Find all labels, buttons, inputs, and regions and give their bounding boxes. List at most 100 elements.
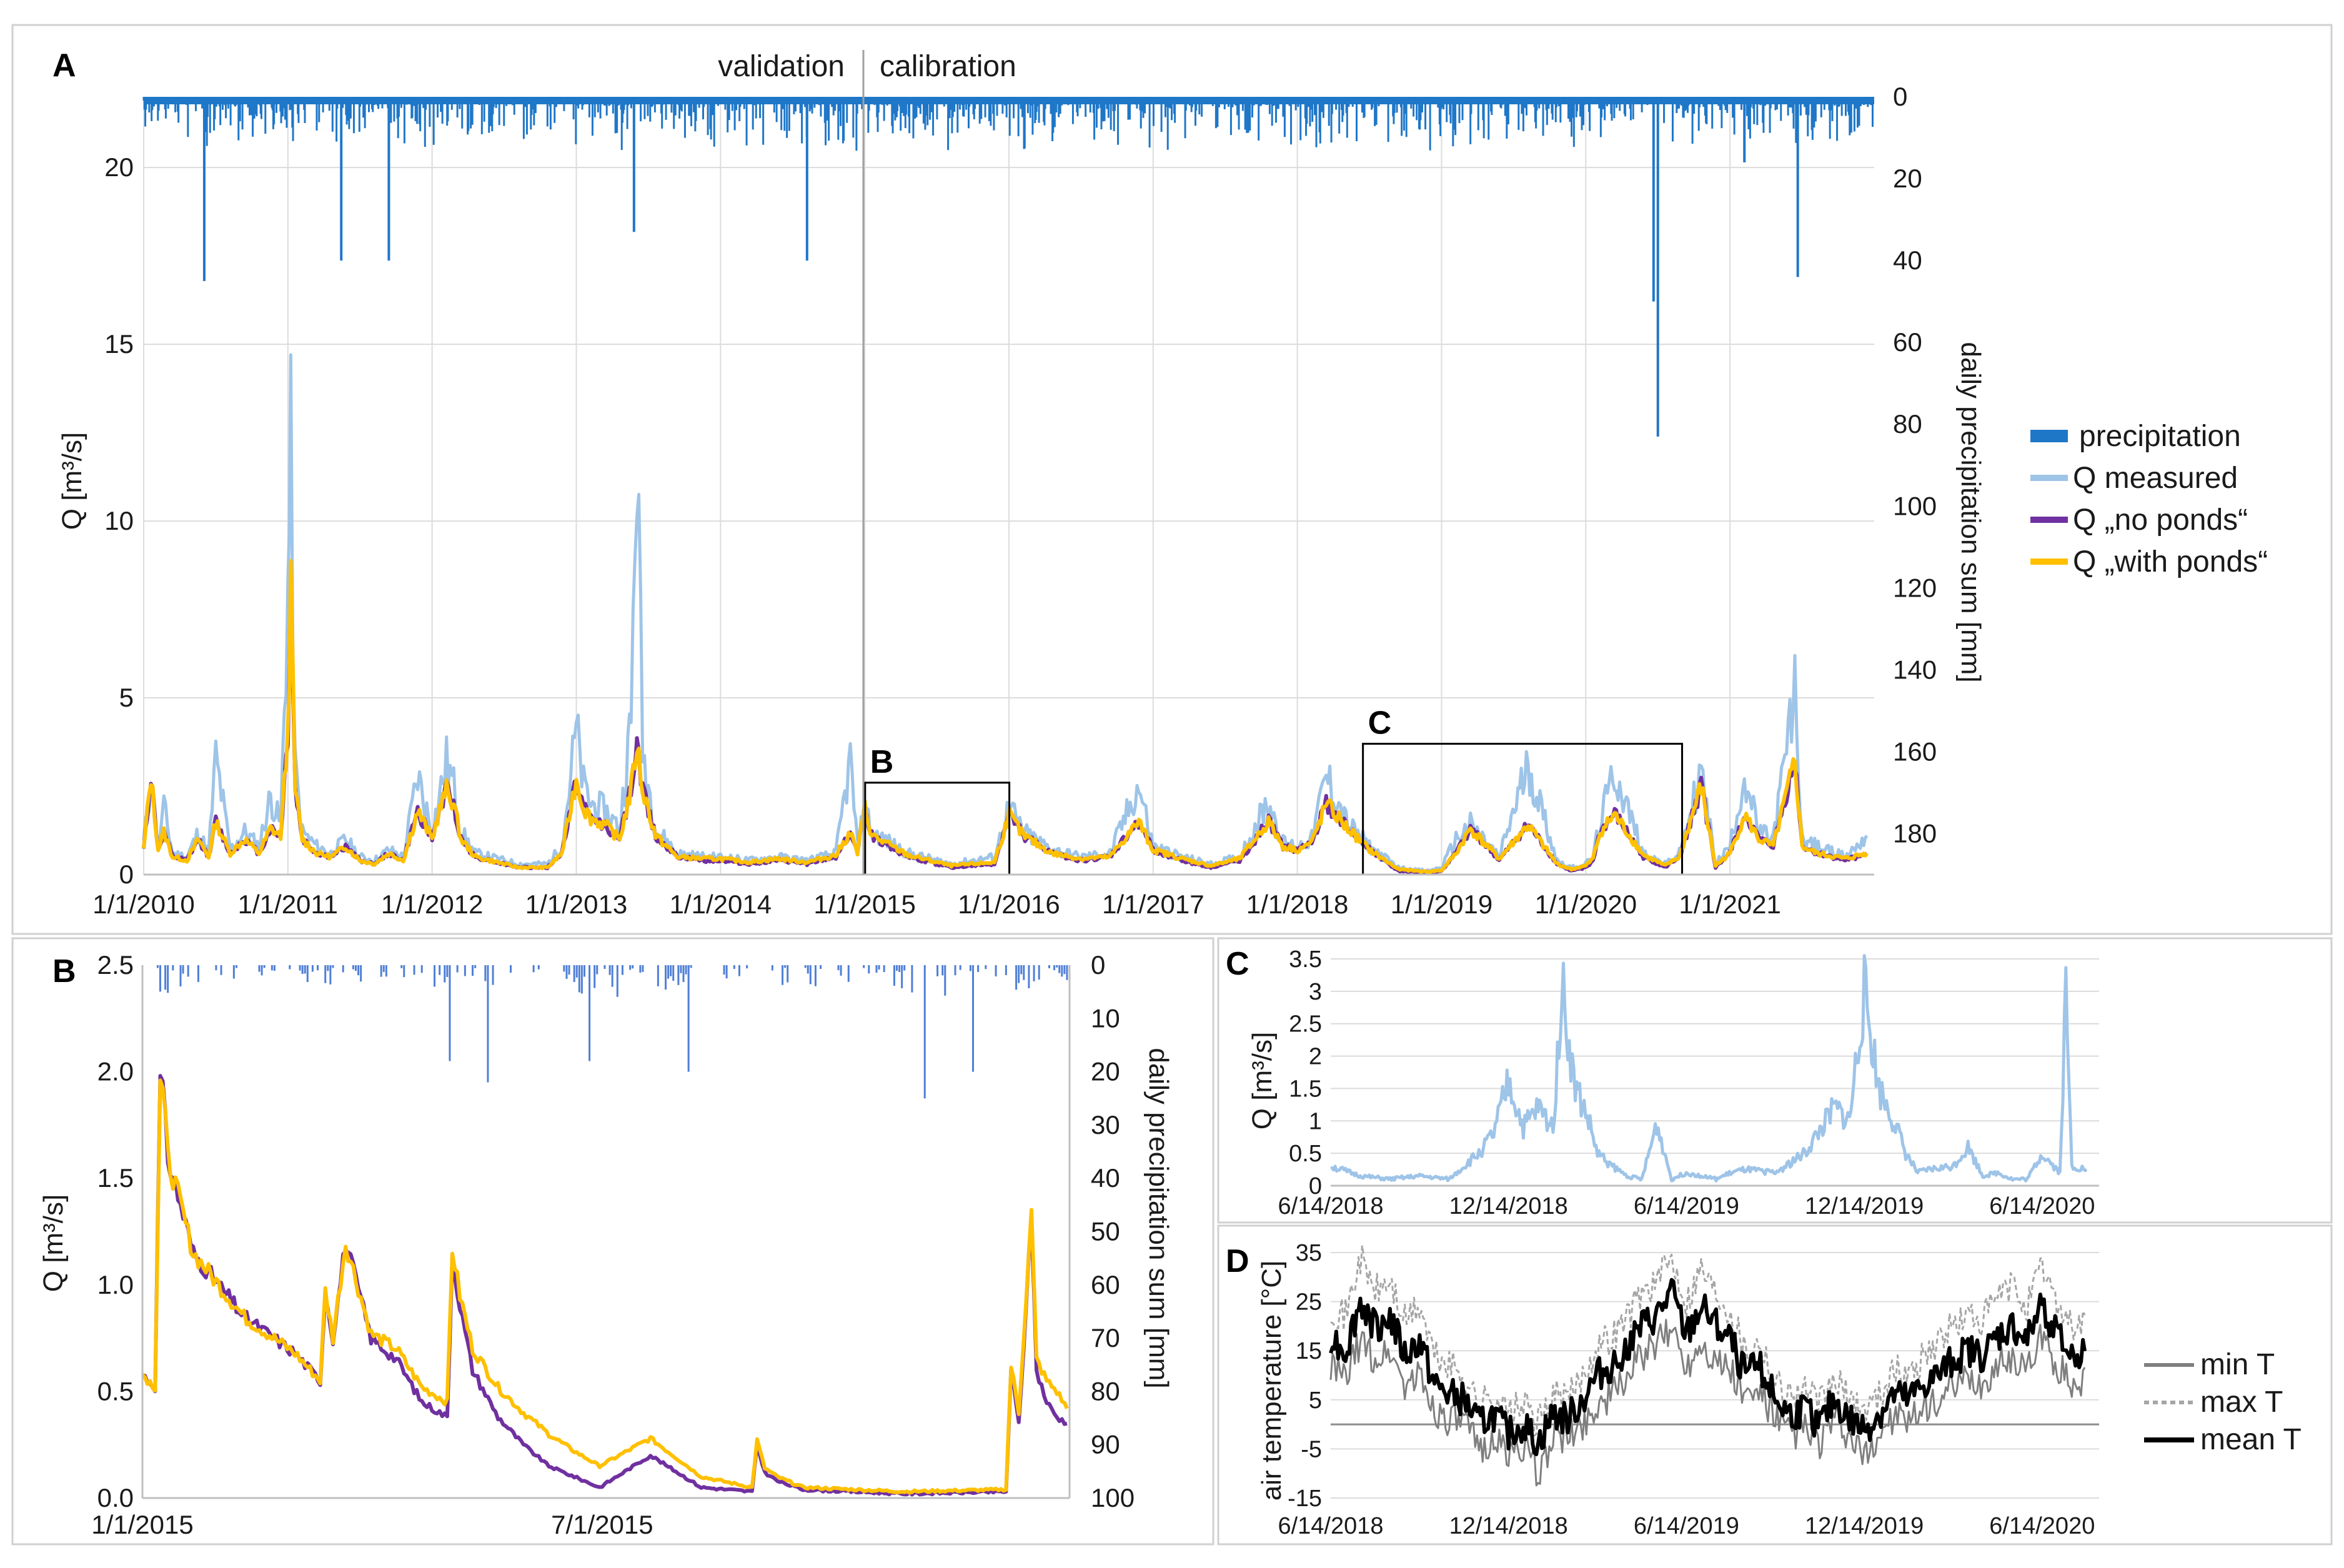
x-tick-d-4: 6/14/2020 [1989, 1513, 2095, 1539]
y-tick-d-5: 5 [1309, 1387, 1322, 1414]
x-tick-a-11: 1/1/2021 [1679, 890, 1781, 919]
panel-c-frame [1217, 937, 2333, 1224]
y2-tick-a-60: 60 [1893, 327, 1922, 357]
x-tick-a-10: 1/1/2020 [1535, 890, 1637, 919]
panel-c-y-ticks: 0 0.5 1 1.5 2 2.5 3 3.5 [1289, 946, 1322, 1199]
y-tick-b-2.0: 2.0 [97, 1057, 134, 1086]
series-d-max-t [1330, 1244, 2086, 1437]
x-tick-a-4: 1/1/2014 [670, 890, 772, 919]
y2-tick-b-60: 60 [1091, 1270, 1120, 1299]
y2-tick-a-100: 100 [1893, 491, 1937, 520]
x-tick-a-7: 1/1/2017 [1102, 890, 1204, 919]
series-b-q-with-ponds [141, 1078, 1069, 1495]
panel-c-y-axis-label: Q [m³/s] [1247, 1032, 1278, 1129]
y-tick-a-10: 10 [104, 506, 134, 535]
validation-label: validation [718, 50, 845, 83]
panel-d-frame [1217, 1224, 2333, 1546]
panel-b-precipitation-bars [141, 965, 1068, 1099]
panel-a-y2-ticks: 0 20 40 60 80 100 120 140 160 180 [1893, 82, 1937, 848]
x-tick-a-5: 1/1/2015 [813, 890, 916, 919]
panel-d-x-ticks: 6/14/2018 12/14/2018 6/14/2019 12/14/2019 6/… [1278, 1513, 2095, 1539]
series-d-min-t [1329, 1319, 2086, 1487]
series-b-q-no-ponds [142, 1074, 1068, 1497]
y-tick-d-15: 15 [1296, 1338, 1322, 1364]
y2-tick-b-90: 90 [1091, 1430, 1120, 1459]
panel-d-y-axis-label: air temperature [°C] [1256, 1261, 1287, 1501]
panel-a-series [142, 353, 1869, 875]
y2-tick-a-80: 80 [1893, 409, 1922, 439]
panel-a-x-ticks: 1/1/2010 1/1/2011 1/1/2012 1/1/2013 1/1/2014… [92, 890, 1781, 919]
panel-a-label: A [52, 47, 76, 84]
panel-b-series [141, 1074, 1069, 1497]
y2-tick-b-40: 40 [1091, 1163, 1120, 1193]
legend-precipitation-swatch [2030, 430, 2068, 442]
zoom-box-label-c: C [1368, 705, 1392, 742]
x-tick-c-1: 12/14/2018 [1449, 1193, 1568, 1219]
x-tick-a-1: 1/1/2011 [238, 890, 338, 919]
calibration-label: calibration [880, 50, 1016, 83]
x-tick-b-0: 1/1/2015 [91, 1510, 194, 1539]
panel-b-label: B [52, 953, 76, 990]
y-tick-c-1.5: 1.5 [1289, 1076, 1322, 1102]
panel-b-frame [11, 937, 1214, 1546]
x-tick-b-1: 7/1/2015 [551, 1510, 653, 1539]
panel-c-label: C [1226, 946, 1249, 982]
y-tick-b-1.0: 1.0 [97, 1270, 134, 1299]
x-tick-a-3: 1/1/2013 [525, 890, 628, 919]
x-tick-d-1: 12/14/2018 [1449, 1513, 1568, 1539]
y-tick-c-3.5: 3.5 [1289, 946, 1322, 973]
y-tick-d-35: 35 [1296, 1240, 1322, 1266]
panel-b-chart: 0.0 0.5 1.0 1.5 2.0 2.5 0 10 20 30 40 50 60 70 80 90 10… [38, 950, 1174, 1539]
legend-max-t-label: max T [2200, 1386, 2283, 1419]
y2-tick-a-40: 40 [1893, 246, 1922, 275]
panel-a-y2-axis-label: daily precipitation sum [mm] [1955, 342, 1986, 682]
panel-a-y-ticks: 0 5 10 15 20 [104, 152, 134, 889]
x-tick-d-2: 6/14/2019 [1634, 1513, 1739, 1539]
y2-tick-a-160: 160 [1893, 737, 1937, 766]
x-tick-a-6: 1/1/2016 [958, 890, 1060, 919]
legend-q-with-ponds-label: Q „with ponds“ [2073, 545, 2268, 578]
y-tick-c-1: 1 [1309, 1108, 1322, 1134]
y2-tick-a-20: 20 [1893, 164, 1922, 193]
series-d-mean-t [1329, 1278, 2087, 1457]
legend-q-measured-label: Q measured [2073, 462, 2238, 495]
zoom-box-label-b: B [870, 744, 894, 780]
y-tick-c-3: 3 [1309, 979, 1322, 1005]
x-tick-d-3: 12/14/2019 [1805, 1513, 1924, 1539]
zoom-box-c [1362, 743, 1684, 876]
legend-min-t-label: min T [2200, 1348, 2275, 1381]
panel-a-y-axis-label: Q [m³/s] [57, 432, 87, 530]
panel-b-y2-axis-label: daily precipitation sum [mm] [1143, 1048, 1174, 1388]
panel-a-frame [11, 24, 2333, 935]
y2-tick-b-0: 0 [1091, 950, 1105, 980]
panel-a-zoom-boxes: BC [864, 705, 1684, 876]
y-tick-c-0: 0 [1309, 1173, 1322, 1199]
y2-tick-b-100: 100 [1091, 1483, 1135, 1512]
y2-tick-b-70: 70 [1091, 1323, 1120, 1352]
y-tick-b-0.5: 0.5 [97, 1376, 134, 1406]
y2-tick-a-180: 180 [1893, 818, 1937, 848]
y2-tick-a-0: 0 [1893, 82, 1907, 111]
y2-tick-b-30: 30 [1091, 1110, 1120, 1139]
panel-c-series [1330, 954, 2088, 1183]
x-tick-a-0: 1/1/2010 [92, 890, 195, 919]
y2-tick-a-140: 140 [1893, 655, 1937, 684]
y-tick-b-0.0: 0.0 [97, 1483, 134, 1512]
panel-b-x-ticks: 1/1/2015 7/1/2015 [91, 1510, 653, 1539]
x-tick-c-0: 6/14/2018 [1278, 1193, 1383, 1219]
y-tick-d--15: -15 [1288, 1486, 1322, 1512]
panel-b-y-ticks: 0.0 0.5 1.0 1.5 2.0 2.5 [97, 950, 134, 1512]
y-tick-a-15: 15 [104, 329, 134, 359]
panel-b-y-axis-label: Q [m³/s] [38, 1194, 69, 1292]
y-tick-c-2.5: 2.5 [1289, 1011, 1322, 1038]
panel-d-legend: min T max T mean T [2144, 1348, 2302, 1456]
panel-c-gridlines [1331, 958, 2099, 1186]
y-tick-d-25: 25 [1296, 1289, 1322, 1316]
x-tick-d-0: 6/14/2018 [1278, 1513, 1383, 1539]
panel-c-chart: 00.511.522.533.5 6/14/2018 12/14/2018 6/14… [1226, 946, 2099, 1219]
y-tick-a-20: 20 [104, 152, 134, 182]
series-a-q-measured [142, 353, 1869, 873]
panel-a-precipitation-bars [142, 97, 1874, 437]
